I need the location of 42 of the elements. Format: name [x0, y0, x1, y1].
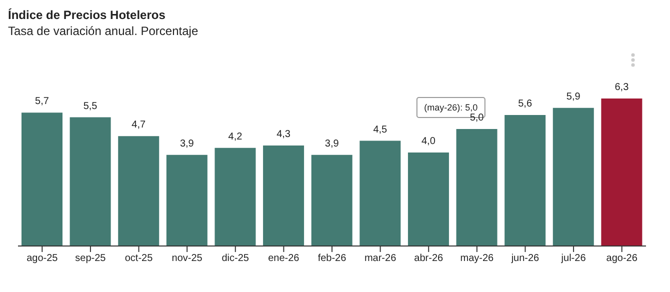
bar [68, 116, 112, 246]
x-tick-label: ene-26 [268, 253, 300, 264]
x-tick-label: jul-26 [560, 253, 586, 264]
x-tick-label: abr-26 [414, 253, 444, 264]
x-tick-label: may-26 [460, 253, 494, 264]
bar [504, 114, 547, 246]
x-tick-label: dic-25 [222, 253, 250, 264]
data-label: 5,0 [470, 112, 484, 124]
bar [552, 106, 595, 246]
data-label: 4,2 [228, 131, 243, 142]
bar [20, 112, 64, 246]
bar [455, 128, 498, 246]
bar [358, 140, 402, 246]
data-label: 5,7 [35, 96, 50, 108]
x-tick-label: oct-25 [124, 253, 154, 264]
data-label: 3,9 [180, 138, 194, 150]
bar [310, 154, 354, 246]
data-label: 3,9 [324, 138, 340, 150]
x-tick-label: jun-26 [510, 253, 540, 264]
x-tick-label: sep-25 [75, 253, 106, 264]
data-label: 4,0 [422, 136, 436, 148]
chart-subtitle: Tasa de variación anual. Porcentaje [8, 24, 200, 38]
x-tick-label: nov-25 [172, 253, 203, 264]
x-tick-label: ago-26 [606, 253, 638, 264]
data-label: 4,3 [276, 128, 291, 140]
bar [600, 98, 644, 246]
chart-title: Índice de Precios Hoteleros [8, 8, 166, 22]
bar [165, 154, 208, 246]
data-label: 6,3 [614, 82, 630, 93]
bar [262, 144, 306, 246]
bar [117, 135, 160, 246]
x-tick-label: ago-25 [26, 253, 58, 264]
bar [406, 152, 450, 246]
annotation: (may-26): 5,0 [424, 102, 478, 113]
data-label: 5,9 [566, 91, 581, 102]
bar [214, 146, 257, 246]
x-tick-label: mar-26 [364, 253, 397, 264]
data-label: 4,5 [373, 124, 388, 136]
data-label: 4,7 [132, 120, 146, 131]
data-label: 5,6 [518, 98, 532, 110]
x-tick-label: feb-26 [318, 253, 347, 264]
data-label: 5,5 [83, 100, 98, 112]
